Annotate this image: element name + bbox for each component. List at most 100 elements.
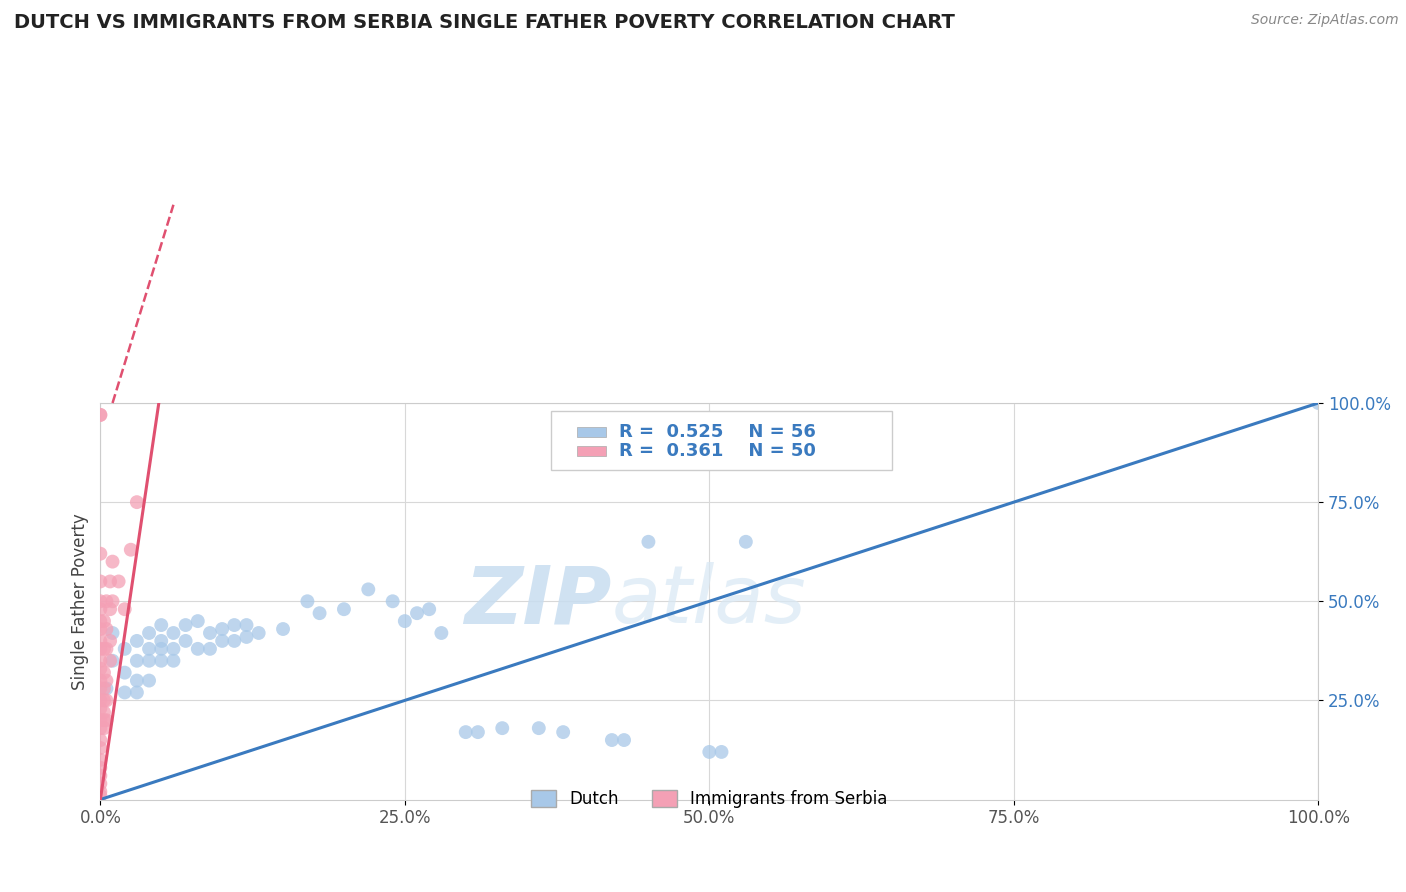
Point: [89, 761, 111, 775]
Text: Source: ZipAtlas.com: Source: ZipAtlas.com: [1251, 13, 1399, 28]
Point: [89, 614, 111, 628]
Point: [89, 721, 111, 735]
Point: [150, 634, 173, 648]
Text: atlas: atlas: [612, 562, 807, 640]
Point: [138, 626, 160, 640]
Point: [125, 673, 148, 688]
Point: [174, 618, 197, 632]
Point: [247, 626, 270, 640]
Point: [89, 784, 111, 798]
Point: [96, 681, 118, 696]
Point: [271, 622, 294, 636]
Point: [89, 594, 111, 608]
Point: [101, 626, 124, 640]
Point: [89, 662, 111, 676]
Point: [211, 622, 233, 636]
Point: [89, 753, 111, 767]
Point: [211, 634, 233, 648]
Point: [150, 618, 173, 632]
Point: [357, 582, 380, 597]
Point: [308, 606, 330, 620]
Point: [125, 634, 148, 648]
Point: [198, 626, 221, 640]
Point: [93, 693, 115, 707]
Point: [96, 693, 118, 707]
Point: [101, 555, 124, 569]
Point: [114, 641, 136, 656]
Point: [89, 622, 111, 636]
Point: [187, 641, 209, 656]
Point: [93, 713, 115, 727]
Point: [98, 634, 121, 648]
Point: [224, 634, 246, 648]
FancyBboxPatch shape: [551, 411, 891, 470]
Point: [527, 721, 550, 735]
Point: [138, 673, 160, 688]
Text: DUTCH VS IMMIGRANTS FROM SERBIA SINGLE FATHER POVERTY CORRELATION CHART: DUTCH VS IMMIGRANTS FROM SERBIA SINGLE F…: [14, 13, 955, 32]
Point: [101, 594, 124, 608]
Point: [235, 630, 257, 644]
FancyBboxPatch shape: [576, 427, 606, 437]
Point: [89, 713, 111, 727]
Point: [93, 721, 115, 735]
Point: [187, 614, 209, 628]
Point: [235, 618, 257, 632]
Point: [98, 602, 121, 616]
Point: [114, 602, 136, 616]
Point: [89, 408, 111, 422]
Point: [381, 594, 404, 608]
Point: [394, 614, 416, 628]
Point: [467, 725, 489, 739]
Point: [224, 618, 246, 632]
Point: [89, 681, 111, 696]
Point: [93, 665, 115, 680]
Point: [93, 706, 115, 720]
Text: ZIP: ZIP: [464, 562, 612, 640]
Point: [697, 745, 720, 759]
Point: [89, 701, 111, 715]
Point: [430, 626, 453, 640]
Point: [138, 654, 160, 668]
Point: [162, 641, 184, 656]
Point: [89, 547, 111, 561]
Point: [138, 641, 160, 656]
Point: [613, 733, 636, 747]
Point: [114, 685, 136, 699]
Point: [150, 654, 173, 668]
Text: R =  0.361    N = 50: R = 0.361 N = 50: [619, 442, 815, 460]
Point: [406, 606, 429, 620]
FancyBboxPatch shape: [576, 446, 606, 456]
Point: [89, 574, 111, 589]
Point: [96, 713, 118, 727]
Point: [98, 574, 121, 589]
Point: [89, 741, 111, 756]
Text: R =  0.525    N = 56: R = 0.525 N = 56: [619, 423, 815, 441]
Point: [96, 622, 118, 636]
Point: [710, 745, 733, 759]
Point: [93, 681, 115, 696]
Point: [418, 602, 440, 616]
Point: [107, 574, 129, 589]
Point: [96, 673, 118, 688]
Point: [96, 594, 118, 608]
Point: [162, 654, 184, 668]
Point: [114, 665, 136, 680]
Point: [553, 725, 575, 739]
Point: [89, 641, 111, 656]
Point: [89, 602, 111, 616]
Point: [98, 654, 121, 668]
Point: [120, 542, 142, 557]
Point: [125, 654, 148, 668]
Legend: Dutch, Immigrants from Serbia: Dutch, Immigrants from Serbia: [524, 783, 894, 815]
Point: [89, 789, 111, 803]
Point: [89, 634, 111, 648]
Point: [637, 534, 659, 549]
Point: [125, 685, 148, 699]
Point: [89, 408, 111, 422]
Point: [89, 777, 111, 791]
Point: [89, 673, 111, 688]
Point: [89, 693, 111, 707]
Point: [454, 725, 477, 739]
Point: [1308, 396, 1330, 410]
Point: [333, 602, 356, 616]
